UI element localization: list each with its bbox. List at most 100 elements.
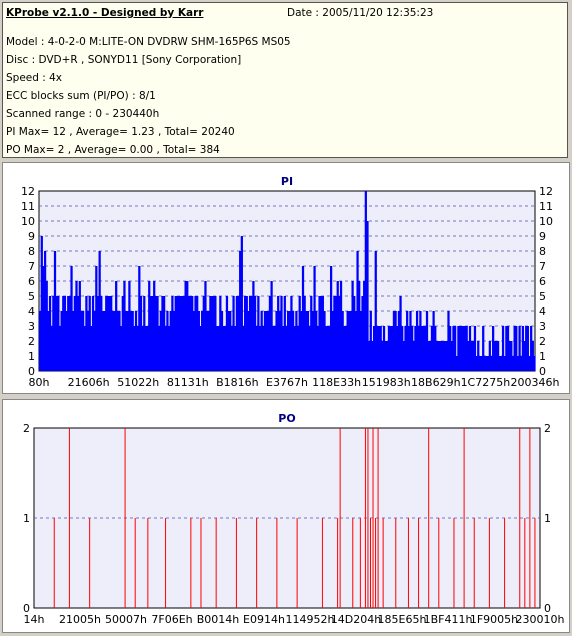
pi-bar <box>374 251 377 371</box>
pi-bar <box>376 326 379 371</box>
y-tick-label-right: 5 <box>539 290 546 303</box>
pi-bar <box>417 326 420 371</box>
pi-bar <box>478 356 482 371</box>
pi-bar <box>280 296 283 371</box>
pi-bar <box>52 296 55 371</box>
pi-bar <box>363 281 366 371</box>
pi-bar <box>91 296 95 371</box>
y-tick-label-left: 6 <box>28 275 35 288</box>
pi-bar <box>136 326 139 371</box>
pi-bar <box>42 266 45 371</box>
pi-bar <box>258 326 262 371</box>
pi-bar <box>201 311 204 371</box>
y-tick-label-left: 0 <box>28 365 35 378</box>
pi-bar <box>244 296 247 371</box>
pi-bar <box>399 296 402 371</box>
pi-bar <box>225 296 229 371</box>
pi-bar <box>134 311 138 371</box>
pi-bar <box>488 341 491 371</box>
pi-bar <box>305 311 308 371</box>
pi-bar <box>458 326 462 371</box>
pi-bar <box>100 296 103 371</box>
pi-bar <box>296 326 300 371</box>
y-tick-label-left: 1 <box>28 350 35 363</box>
x-tick-label: 185E65h <box>378 613 427 626</box>
pi-bar <box>445 341 448 371</box>
pi-bar <box>391 326 394 371</box>
x-tick-label: 114952h <box>286 613 335 626</box>
pi-bar <box>230 326 234 371</box>
y-tick-label-left: 5 <box>28 290 35 303</box>
pi-bar <box>234 326 237 371</box>
pi-bar <box>518 326 521 371</box>
pi-bar <box>503 356 506 371</box>
info-panel: KProbe v2.1.0 - Designed by Karr Date : … <box>2 2 568 158</box>
pi-bar <box>354 311 358 371</box>
pi-bar <box>364 191 367 371</box>
po-chart-panel: PO 0 0 1 1 2 2 14h 21005h 50007h 7F06Eh B0014h E0914… <box>2 399 570 633</box>
pi-bar <box>39 311 42 371</box>
pi-bar <box>257 296 260 371</box>
pi-bar <box>525 326 528 371</box>
y-tick-label-left: 4 <box>28 305 35 318</box>
x-tick-label: 21005h <box>59 613 101 626</box>
pi-bar <box>368 341 371 371</box>
pi-bar <box>143 296 146 371</box>
x-tick-label: 14h <box>24 613 45 626</box>
pi-bar <box>80 311 83 371</box>
pi-bar <box>138 266 141 371</box>
pi-bar <box>248 296 252 371</box>
pi-bar <box>449 326 452 371</box>
pi-bar <box>255 326 258 371</box>
pi-bar <box>348 311 351 371</box>
pi-bar <box>45 281 48 371</box>
y-tick-label-left: 0 <box>23 602 30 615</box>
pi-bar <box>194 296 197 371</box>
pi-bar <box>237 296 240 371</box>
pi-bar <box>516 356 520 371</box>
pi-bar <box>205 311 209 371</box>
pi-bar <box>245 296 248 371</box>
pi-bar <box>343 326 346 371</box>
pi-bar <box>315 311 318 371</box>
y-tick-label-right: 1 <box>539 350 546 363</box>
pi-bar <box>214 296 217 371</box>
pi-bar <box>171 296 174 371</box>
pi-bar <box>432 311 435 371</box>
pi-bar <box>351 281 354 371</box>
pi-bar <box>320 296 323 371</box>
pi-bar <box>270 281 273 371</box>
pi-bar <box>311 311 315 371</box>
pi-bar <box>47 311 50 371</box>
pi-bar <box>437 341 440 371</box>
pi-bar <box>329 266 333 371</box>
chart-title: PO <box>278 412 295 425</box>
pi-bar <box>167 326 171 371</box>
chart-title: PI <box>281 175 293 188</box>
pi-bar <box>224 326 227 371</box>
y-tick-label-left: 12 <box>21 185 35 198</box>
pi-bar <box>483 356 486 371</box>
pi-bar <box>48 296 52 371</box>
pi-bar <box>382 326 386 371</box>
pi-bar <box>163 296 166 371</box>
pi-bar <box>263 311 267 371</box>
y-tick-label-left: 8 <box>28 245 35 258</box>
pi-bar <box>209 296 212 371</box>
pi-bar <box>139 296 143 371</box>
pi-bar <box>235 296 238 371</box>
y-tick-label-left: 7 <box>28 260 35 273</box>
pi-bar <box>379 326 382 371</box>
pi-bar <box>207 311 210 371</box>
y-tick-label-left: 10 <box>21 215 35 228</box>
pi-bar <box>377 326 381 371</box>
pi-bar <box>287 311 290 371</box>
pi-bar <box>131 311 134 371</box>
pi-bar <box>359 311 362 371</box>
pi-bar <box>153 281 156 371</box>
po-summary-line: PO Max= 2 , Average= 0.00 , Total= 384 <box>6 144 220 156</box>
pi-bar <box>295 311 298 371</box>
pi-bar <box>181 296 184 371</box>
pi-bar <box>318 296 321 371</box>
pi-bar <box>232 296 235 371</box>
